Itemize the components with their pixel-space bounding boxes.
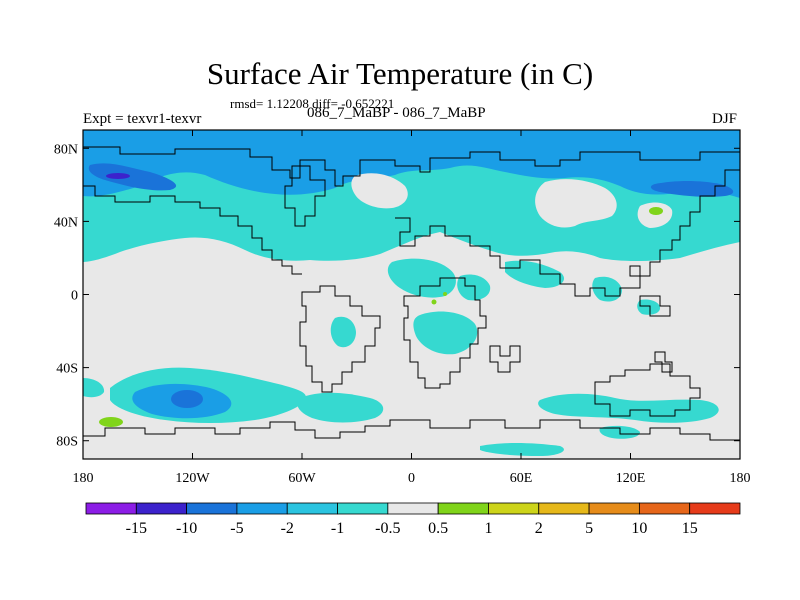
anomaly-region-south-atlantic — [297, 392, 384, 423]
map-panel — [83, 130, 740, 459]
x-tick-label-4: 60E — [510, 471, 533, 486]
season-label: DJF — [712, 111, 738, 127]
anomaly-region-east-asia-warm — [649, 207, 663, 215]
colorbar-label-11: 15 — [682, 520, 698, 537]
coastline-north-america — [83, 146, 740, 187]
colorbar-label-2: -5 — [230, 520, 243, 537]
subtitle: 086_7_MaBP - 086_7_MaBP — [307, 105, 486, 121]
neutral-region-east-asia — [637, 202, 673, 228]
coastline-north-america-west — [83, 185, 302, 275]
coastlines — [83, 146, 740, 441]
colorbar-swatch-7 — [437, 502, 489, 515]
coastline-antarctica — [83, 419, 740, 441]
coastline-eurasia — [395, 169, 740, 297]
rmsd-diff-stats: rmsd= 1.12208 diff= -0.652221 — [230, 96, 395, 111]
coastline-new-zealand — [654, 351, 673, 373]
colorbar-swatch-9 — [538, 502, 590, 515]
colorbar-label-6: 0.5 — [428, 520, 448, 537]
y-axis: 80N 40N 0 40S 80S — [54, 142, 740, 450]
colorbar-swatch-0 — [85, 502, 137, 515]
x-tick-label-5: 120E — [616, 471, 646, 486]
anomaly-region-africa-warm-2 — [443, 292, 447, 296]
anomaly-region-south-warm — [99, 417, 123, 427]
colorbar-swatch-4 — [286, 502, 338, 515]
colorbar-label-1: -10 — [176, 520, 197, 537]
anomaly-region-india — [592, 276, 622, 302]
coastline-africa — [403, 277, 487, 389]
x-tick-label-6: 180 — [730, 471, 751, 486]
anomaly-region-south-bottom — [480, 443, 564, 456]
coastline-greenland — [284, 165, 326, 227]
colorbar-swatch-5 — [337, 502, 389, 515]
anomaly-region-central-africa — [413, 311, 478, 355]
y-tick-label-2: 0 — [71, 289, 78, 304]
y-tick-label-0: 80N — [54, 142, 78, 157]
anomaly-region-west-edge — [83, 378, 105, 398]
anomaly-region-south-pacific-core — [171, 390, 203, 408]
colorbar-label-4: -1 — [331, 520, 344, 537]
x-tick-label-3: 0 — [408, 471, 415, 486]
anomaly-region-north-deep — [83, 130, 740, 198]
x-tick-label-1: 120W — [175, 471, 210, 486]
experiment-label: Expt = texvr1-texvr — [83, 111, 202, 127]
anomaly-region-africa — [387, 258, 456, 298]
anomaly-region-north-min — [106, 173, 130, 179]
colorbar-swatch-2 — [186, 502, 238, 515]
colorbar-swatch-11 — [638, 502, 691, 515]
plot-title: Surface Air Temperature (in C) — [206, 56, 594, 91]
colorbar-swatch-6 — [387, 502, 439, 515]
coastline-australia — [594, 363, 701, 417]
y-tick-label-4: 80S — [56, 435, 78, 450]
colorbar-label-8: 2 — [535, 520, 543, 537]
coastline-indonesia — [639, 295, 671, 317]
colorbar-swatch-3 — [236, 502, 288, 515]
colorbar-label-10: 10 — [631, 520, 647, 537]
neutral-region-siberia — [535, 179, 617, 228]
colorbar-swatch-1 — [135, 502, 188, 515]
x-axis: 180 120W 60W 0 60E 120E 180 — [73, 130, 751, 486]
y-tick-label-1: 40N — [54, 215, 78, 230]
colorbar-label-9: 5 — [585, 520, 593, 537]
neutral-region-europe — [351, 173, 408, 209]
colorbar: -15 -10 -5 -2 -1 -0.5 0.5 1 2 5 10 15 — [85, 502, 741, 537]
x-tick-label-2: 60W — [288, 471, 316, 486]
y-tick-label-3: 40S — [56, 362, 78, 377]
coastline-south-america — [299, 285, 381, 393]
anomaly-region-south-america — [330, 316, 356, 348]
colorbar-label-5: -0.5 — [375, 520, 400, 537]
colorbar-label-0: -15 — [126, 520, 147, 537]
coastline-madagascar — [489, 345, 521, 373]
colorbar-label-7: 1 — [484, 520, 492, 537]
coastline-japan — [629, 265, 641, 277]
anomaly-region-africa-warm — [431, 299, 437, 305]
anomaly-region-north-core-2 — [650, 181, 734, 197]
x-tick-label-0: 180 — [73, 471, 94, 486]
colorbar-swatch-10 — [588, 502, 640, 515]
colorbar-swatch-12 — [689, 502, 741, 515]
colorbar-swatch-8 — [488, 502, 540, 515]
anomaly-region-north-core — [88, 163, 177, 191]
anomaly-region-indonesia — [637, 299, 660, 315]
colorbar-label-3: -2 — [281, 520, 294, 537]
